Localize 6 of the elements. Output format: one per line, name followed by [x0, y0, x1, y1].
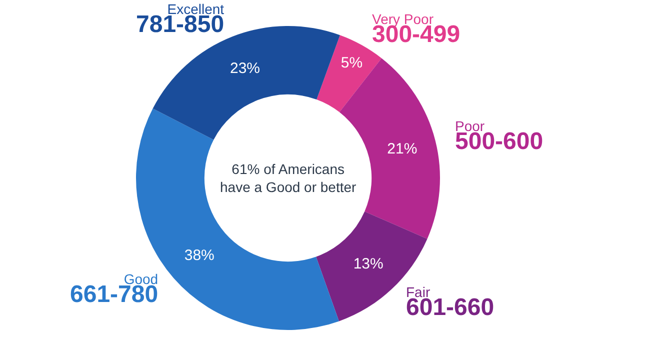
data-label: 13%: [353, 256, 384, 273]
data-label: 21%: [387, 140, 418, 158]
data-label: 38%: [184, 247, 214, 264]
data-label: 5%: [340, 54, 363, 72]
data-label: 23%: [230, 60, 260, 77]
text: 61% of Americans have a Good or better: [220, 161, 357, 196]
